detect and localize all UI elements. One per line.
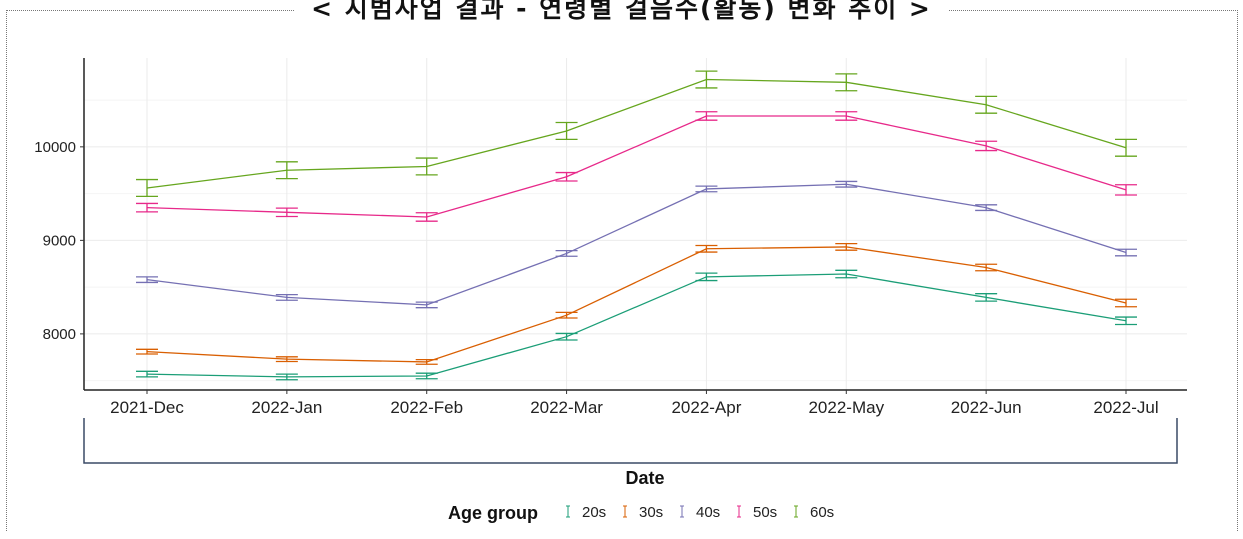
x-tick-label: 2022-Jul — [1093, 398, 1158, 417]
error-bar-50s — [136, 202, 158, 213]
series-line-30s — [146, 246, 1127, 363]
error-bar-20s — [415, 372, 438, 380]
series-50s — [136, 111, 1137, 222]
series-40s — [136, 180, 1137, 309]
x-tick-label: 2022-Mar — [530, 398, 603, 417]
grid — [84, 58, 1187, 390]
x-tick-label: 2022-May — [808, 398, 884, 417]
x-tick-label: 2022-Feb — [390, 398, 463, 417]
x-tick-label: 2021-Dec — [110, 398, 184, 417]
legend: Age group 20s 30s 40s 50s 60s — [448, 503, 834, 523]
x-tick-label: 2022-Apr — [671, 398, 741, 417]
error-bar-50s — [835, 111, 858, 121]
error-bar-40s — [975, 204, 998, 212]
axes — [80, 58, 1187, 394]
page-title: < 시범사업 결과 - 연령별 걸음수(활동) 변화 추이 > — [295, 0, 948, 24]
error-bar-60s — [695, 70, 718, 89]
error-bar-30s — [975, 263, 998, 272]
error-bar-40s — [695, 185, 718, 193]
error-bar-50s — [695, 111, 718, 121]
error-bar-60s — [1115, 138, 1137, 157]
error-bar-20s — [975, 293, 998, 302]
error-bar-30s — [136, 348, 158, 355]
y-tick-label: 9000 — [43, 232, 76, 249]
series-30s — [136, 242, 1137, 365]
error-bar-60s — [415, 157, 438, 176]
error-bar-40s — [555, 250, 578, 257]
error-bar-30s — [695, 244, 718, 253]
error-bar-50s — [1115, 184, 1137, 196]
legend-label-40s: 40s — [696, 504, 720, 521]
series-line-40s — [146, 183, 1127, 306]
error-bar-50s — [275, 207, 298, 218]
legend-item-40s: 40s — [680, 504, 720, 521]
y-tick-label: 8000 — [43, 326, 76, 343]
series-line-50s — [146, 115, 1127, 218]
error-bar-60s — [136, 178, 158, 198]
error-bar-20s — [835, 269, 858, 279]
error-bar-60s — [835, 73, 858, 92]
error-bar-40s — [1115, 248, 1137, 257]
series-20s — [136, 269, 1137, 381]
legend-item-30s: 30s — [623, 504, 663, 521]
error-bar-50s — [415, 212, 438, 222]
legend-item-50s: 50s — [737, 504, 777, 521]
legend-item-60s: 60s — [794, 504, 834, 521]
error-bar-40s — [415, 301, 438, 309]
x-tick-label: 2022-Jan — [251, 398, 322, 417]
error-bar-30s — [555, 311, 578, 319]
legend-item-20s: 20s — [566, 504, 606, 521]
error-bar-20s — [275, 373, 298, 381]
series-line-60s — [146, 78, 1127, 189]
error-bar-20s — [1115, 316, 1137, 326]
error-bar-30s — [835, 242, 858, 251]
error-bar-40s — [136, 276, 158, 284]
legend-label-30s: 30s — [639, 504, 663, 521]
error-bar-30s — [415, 358, 438, 365]
error-bar-20s — [136, 370, 158, 378]
error-bar-40s — [835, 180, 858, 188]
y-tick-label: 10000 — [34, 139, 76, 156]
series-60s — [136, 70, 1137, 198]
x-axis-title: Date — [625, 468, 664, 488]
x-tick-label: 2022-Jun — [951, 398, 1022, 417]
error-bar-50s — [555, 171, 578, 182]
legend-label-60s: 60s — [810, 504, 834, 521]
error-bar-20s — [555, 332, 578, 341]
error-bar-30s — [275, 356, 298, 363]
error-bar-30s — [1115, 298, 1137, 308]
title-wrapper: < 시범사업 결과 - 연령별 걸음수(활동) 변화 추이 > — [0, 0, 1243, 24]
x-axis-bracket — [83, 418, 1178, 464]
legend-title: Age group — [448, 503, 538, 523]
legend-label-20s: 20s — [582, 504, 606, 521]
error-bar-40s — [275, 293, 298, 301]
error-bar-20s — [695, 272, 718, 282]
error-bar-60s — [275, 161, 298, 180]
error-bar-60s — [975, 95, 998, 114]
error-bar-60s — [555, 121, 578, 141]
series-layer — [136, 70, 1137, 381]
series-line-20s — [146, 273, 1127, 378]
legend-label-50s: 50s — [753, 504, 777, 521]
x-tick-labels: 2021-Dec 2022-Jan 2022-Feb 2022-Mar 2022-Apr… — [110, 398, 1158, 417]
y-tick-labels: 8000 9000 10000 — [34, 139, 76, 343]
error-bar-50s — [975, 140, 998, 152]
